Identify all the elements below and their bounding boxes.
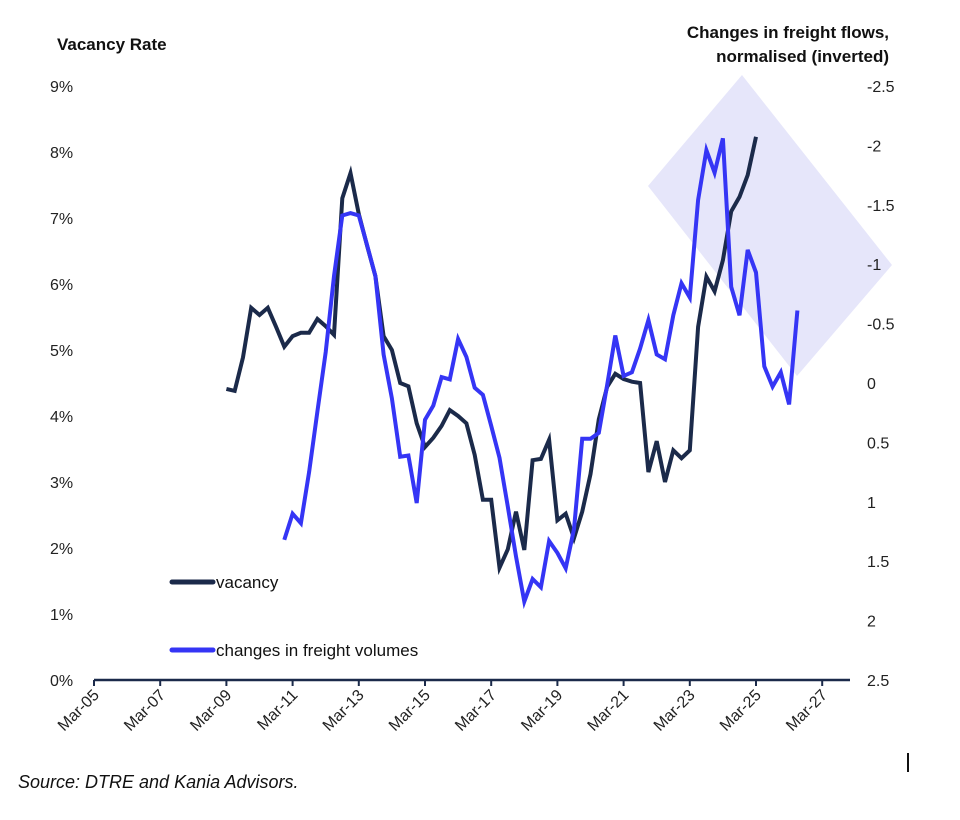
left-tick-label: 8% (50, 145, 73, 162)
x-tick-label: Mar-19 (518, 687, 566, 735)
x-tick-label: Mar-09 (187, 687, 235, 735)
right-tick-label: -0.5 (867, 317, 895, 334)
highlight-diamond (648, 75, 892, 376)
text-cursor (907, 753, 909, 772)
right-tick-label: -2.5 (867, 79, 895, 96)
x-tick-label: Mar-23 (651, 687, 699, 735)
x-tick-label: Mar-11 (254, 687, 301, 734)
x-tick-label: Mar-13 (320, 687, 368, 735)
right-tick-label: -1 (867, 257, 881, 274)
x-tick-label: Mar-17 (452, 687, 500, 735)
x-tick-label: Mar-21 (585, 687, 633, 735)
right-tick-label: 0 (867, 376, 876, 393)
left-axis-title: Vacancy Rate (57, 35, 167, 54)
legend-label-vacancy: vacancy (216, 573, 279, 592)
right-axis-title-line2: normalised (inverted) (716, 47, 889, 66)
left-tick-label: 5% (50, 343, 73, 360)
left-tick-label: 2% (50, 541, 73, 558)
left-tick-label: 0% (50, 673, 73, 690)
x-tick-label: Mar-07 (121, 687, 169, 735)
left-tick-label: 3% (50, 475, 73, 492)
right-tick-label: 2.5 (867, 673, 889, 690)
right-axis-title-line1: Changes in freight flows, (687, 23, 889, 42)
right-tick-label: 2 (867, 614, 876, 631)
right-tick-label: 1.5 (867, 554, 889, 571)
left-tick-label: 4% (50, 409, 73, 426)
right-tick-label: 0.5 (867, 435, 889, 452)
series-line-vacancy (225, 136, 758, 576)
left-tick-label: 7% (50, 211, 73, 228)
right-tick-label: 1 (867, 495, 876, 512)
x-tick-label: Mar-05 (55, 687, 103, 735)
x-tick-label: Mar-27 (783, 687, 831, 735)
right-tick-label: -1.5 (867, 198, 895, 215)
legend-label-freight: changes in freight volumes (216, 641, 418, 660)
source-note: Source: DTRE and Kania Advisors. (18, 772, 299, 792)
left-tick-label: 9% (50, 79, 73, 96)
left-tick-label: 1% (50, 607, 73, 624)
left-tick-label: 6% (50, 277, 73, 294)
x-tick-label: Mar-25 (717, 687, 765, 735)
series-line-freight (282, 137, 800, 610)
legend: vacancy changes in freight volumes (169, 573, 418, 660)
right-tick-label: -2 (867, 138, 881, 155)
x-tick-label: Mar-15 (386, 687, 434, 735)
